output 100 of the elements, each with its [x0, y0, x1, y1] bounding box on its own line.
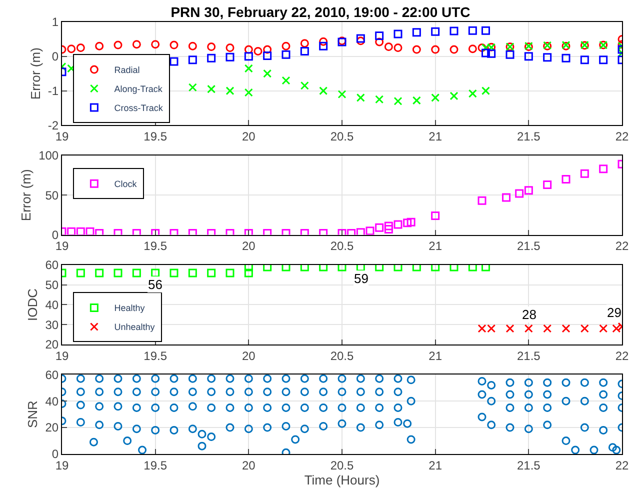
- point: [300, 265, 309, 272]
- point: [356, 228, 365, 235]
- point: [226, 86, 234, 96]
- point: [207, 228, 216, 235]
- point: [431, 45, 440, 54]
- point: [151, 268, 160, 278]
- point: [338, 265, 346, 272]
- point: [580, 169, 589, 178]
- point: [244, 45, 253, 54]
- x-tick-label: 21.5: [516, 239, 541, 254]
- legend-label: Radial: [114, 65, 140, 76]
- point: [543, 324, 552, 333]
- point: [450, 45, 458, 54]
- point: [562, 324, 570, 333]
- point: [226, 228, 234, 235]
- x-tick-label: 21: [428, 348, 442, 363]
- point: [207, 54, 216, 62]
- point: [76, 44, 85, 52]
- point: [188, 228, 197, 235]
- point: [515, 189, 524, 198]
- x-tick-label: 20: [242, 458, 256, 472]
- point: [394, 96, 402, 106]
- point: [599, 56, 608, 64]
- point: [502, 193, 511, 202]
- point: [366, 226, 374, 235]
- point: [580, 324, 589, 333]
- point: [562, 54, 570, 62]
- x-tick-label: 19.5: [144, 348, 168, 363]
- point: [282, 42, 290, 50]
- point: [384, 224, 393, 234]
- point: [450, 265, 458, 272]
- point: [481, 86, 490, 96]
- x-tick-label: 20.5: [330, 458, 354, 472]
- point: [524, 324, 533, 333]
- point: [406, 218, 416, 226]
- point: [450, 26, 458, 36]
- point: [347, 228, 356, 235]
- point: [562, 174, 570, 184]
- x-tick-label: 21: [428, 458, 442, 472]
- point: [431, 211, 440, 220]
- point: [356, 265, 365, 272]
- point: [170, 228, 178, 235]
- x-tick-label: 20: [242, 239, 256, 254]
- point: [384, 222, 393, 230]
- x-tick-label: 21: [428, 130, 442, 144]
- legend-label: Unhealthy: [114, 322, 156, 332]
- point: [487, 49, 496, 58]
- annotation: 29: [607, 305, 622, 320]
- point: [356, 93, 365, 102]
- point: [356, 34, 365, 43]
- point: [506, 324, 514, 333]
- point: [132, 268, 141, 278]
- point: [450, 92, 458, 100]
- point: [319, 228, 328, 235]
- point: [151, 40, 160, 49]
- point: [319, 265, 328, 272]
- point: [481, 48, 490, 58]
- point: [612, 324, 621, 333]
- point: [76, 268, 85, 278]
- point: [263, 51, 272, 60]
- point: [114, 268, 122, 278]
- y-tick-label: 60: [45, 258, 59, 272]
- point: [244, 265, 253, 272]
- x-tick-label: 19: [55, 239, 69, 254]
- x-tick-label: 21.5: [516, 458, 541, 472]
- point: [481, 265, 490, 272]
- legend-label: Healthy: [114, 303, 146, 314]
- point: [431, 27, 440, 36]
- x-tick-label: 20: [242, 130, 256, 144]
- x-tick-label: 20.5: [330, 348, 354, 363]
- point: [319, 37, 328, 46]
- point: [170, 40, 178, 50]
- point: [394, 220, 402, 229]
- point: [394, 44, 402, 52]
- x-tick-label: 20.5: [330, 239, 354, 254]
- point: [95, 42, 104, 50]
- point: [282, 228, 290, 235]
- point: [282, 265, 290, 272]
- point: [431, 265, 440, 272]
- point: [338, 228, 346, 235]
- point: [132, 228, 141, 235]
- point: [151, 228, 160, 235]
- y-tick-label: 60: [45, 368, 59, 382]
- point: [412, 45, 421, 54]
- point: [375, 95, 384, 104]
- x-tick-label: 21.5: [516, 130, 541, 144]
- point: [170, 268, 178, 278]
- y-tick-label: 20: [45, 420, 59, 435]
- point: [226, 44, 234, 52]
- point: [207, 42, 216, 52]
- y-axis-title: Error (m): [18, 169, 34, 222]
- point: [254, 46, 262, 56]
- point: [188, 268, 197, 278]
- point: [244, 88, 253, 97]
- point: [543, 180, 552, 190]
- point: [375, 32, 384, 40]
- point: [478, 44, 486, 52]
- point: [375, 223, 384, 232]
- point: [468, 265, 477, 272]
- point: [412, 96, 421, 105]
